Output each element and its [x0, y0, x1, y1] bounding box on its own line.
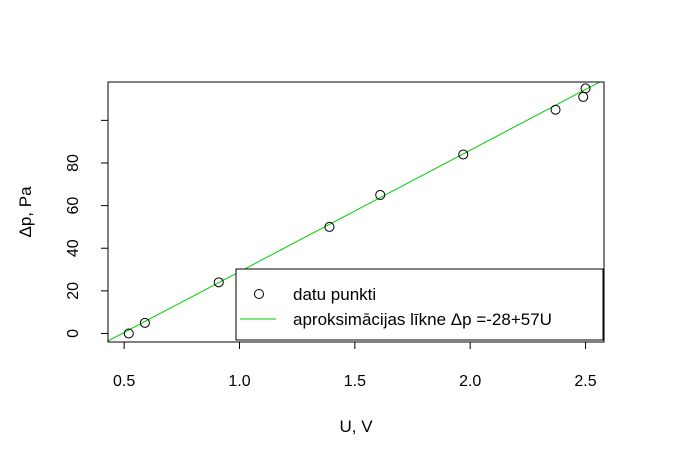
legend-label-fit: aproksimācijas līkne Δp =-28+57U — [293, 310, 552, 329]
data-point-7 — [550, 104, 561, 115]
y-axis-label: Δp, Pa — [16, 186, 35, 238]
x-axis: 0.5 1.0 1.5 2.0 2.5 — [113, 341, 597, 390]
y-tick-label-2: 20 — [65, 282, 82, 300]
x-tick-label-1: 0.5 — [113, 373, 135, 390]
y-tick-label-3: 40 — [65, 239, 82, 257]
legend-label-points: datu punkti — [293, 285, 376, 304]
data-point-3 — [213, 277, 224, 288]
fit-line — [108, 82, 601, 342]
y-axis: 0 20 40 60 80 — [65, 119, 109, 338]
y-tick-label-5: 80 — [65, 154, 82, 172]
fit-line-group — [108, 82, 601, 342]
x-tick-label-2: 1.0 — [228, 373, 250, 390]
data-points-group — [123, 83, 591, 339]
legend-point-symbol — [254, 289, 264, 299]
x-tick-label-3: 1.5 — [344, 373, 366, 390]
y-tick-label-1: 0 — [65, 329, 82, 338]
data-point-8 — [578, 91, 589, 102]
x-tick-label-5: 2.5 — [574, 373, 596, 390]
data-point-9 — [580, 83, 591, 94]
legend-box — [235, 268, 604, 341]
x-tick-label-4: 2.0 — [459, 373, 481, 390]
data-point-1 — [123, 328, 134, 339]
data-point-4 — [324, 221, 335, 232]
y-tick-label-4: 60 — [65, 197, 82, 215]
data-point-6 — [458, 149, 469, 160]
data-point-2 — [139, 317, 150, 328]
data-point-5 — [375, 189, 386, 200]
x-axis-label: U, V — [339, 417, 373, 436]
